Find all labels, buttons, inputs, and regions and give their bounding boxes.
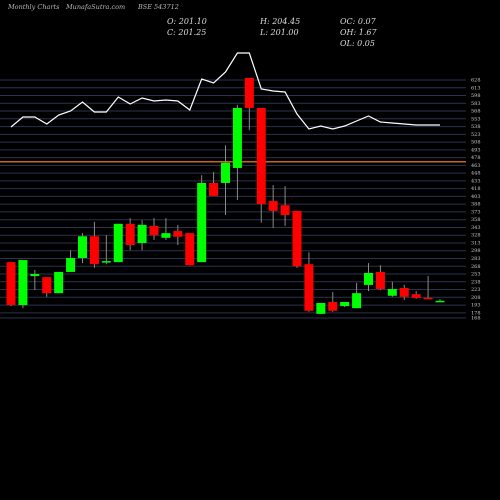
y-tick-label: 403 [471,194,481,200]
y-tick-label: 223 [471,287,481,293]
y-tick-label: 478 [471,155,481,161]
candle-body [173,231,183,237]
y-tick-label: 508 [471,140,481,146]
y-tick-label: 448 [471,171,481,177]
candle-body [185,233,195,266]
y-tick-label: 343 [471,225,481,231]
candle-body [340,301,350,307]
candle-body [18,260,28,306]
candle-body [113,223,123,263]
ohlc-text: H: 204.45 [259,17,300,26]
candle-body [352,293,362,309]
y-tick-label: 493 [471,147,481,153]
y-tick-label: 523 [471,132,481,138]
candle-body [6,262,16,306]
candle-body [364,272,373,285]
y-tick-label: 553 [471,116,481,122]
candle-body [209,182,219,196]
candle-body [256,107,266,205]
y-tick-label: 313 [471,240,481,246]
candle-body [137,224,147,243]
y-tick-label: 613 [471,85,481,91]
y-tick-label: 433 [471,178,481,184]
ohlc-text: OL: 0.05 [340,39,375,48]
y-tick-label: 463 [471,163,481,169]
candle-body [280,205,290,216]
candle-body [268,201,278,211]
ohlc-text: L: 201.00 [259,28,299,37]
candle-body [66,257,76,272]
candle-body [244,77,254,108]
candle-body [42,277,52,294]
y-tick-label: 538 [471,124,481,130]
candle-body [101,261,111,263]
y-tick-label: 568 [471,109,481,115]
y-tick-label: 268 [471,264,481,270]
ohlc-text: C: 201.25 [167,28,206,37]
candle-body [221,162,230,183]
candle-body [399,287,409,297]
y-tick-label: 358 [471,217,481,223]
y-tick-label: 253 [471,272,481,278]
y-tick-label: 598 [471,93,481,99]
y-tick-label: 328 [471,233,481,239]
overlay-line [10,52,440,130]
candle-body [435,300,445,303]
y-tick-label: 418 [471,186,481,192]
candle-body [149,225,159,236]
candle-body [304,264,314,311]
ohlc-text: OC: 0.07 [340,17,377,26]
y-tick-label: 373 [471,209,481,215]
symbol-label: BSE 543712 [137,3,179,11]
candle-body [30,274,40,277]
candle-body [89,236,99,265]
candle-body [411,294,421,298]
y-tick-label: 193 [471,303,481,309]
candle-body [161,233,171,238]
y-tick-label: 178 [471,310,481,316]
y-tick-label: 628 [471,78,481,84]
candle-body [232,107,242,168]
candle-body [423,297,433,300]
y-tick-label: 298 [471,248,481,254]
candle-body [78,236,87,258]
y-tick-label: 583 [471,101,481,107]
y-tick-label: 283 [471,256,481,262]
candle-body [197,182,207,263]
candle-body [316,302,326,314]
y-tick-label: 388 [471,202,481,208]
site-label: MunafaSutra.com [65,3,125,11]
candle-body [387,289,397,296]
ohlc-text: OH: 1.67 [340,28,377,37]
y-tick-label: 238 [471,279,481,285]
candle-body [375,271,385,290]
candle-body [125,223,135,246]
ohlc-text: O: 201.10 [167,17,207,26]
y-tick-label: 208 [471,295,481,301]
candle-body [292,210,302,267]
site-label: Monthly Charts [7,3,60,11]
candle-body [328,301,338,311]
candle-body [54,271,64,294]
y-tick-label: 168 [471,316,481,322]
